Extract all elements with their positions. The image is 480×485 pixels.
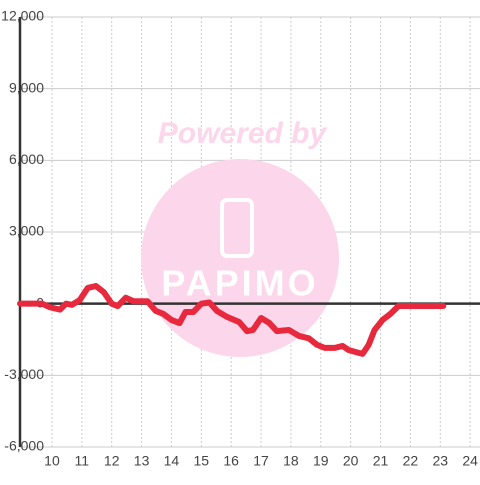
x-tick-label: 14 <box>164 453 180 469</box>
x-tick-label: 19 <box>313 453 329 469</box>
x-tick-label: 17 <box>253 453 269 469</box>
x-tick-label: 21 <box>373 453 389 469</box>
watermark-logo: PAPIMO <box>161 263 318 304</box>
x-tick-label: 10 <box>44 453 60 469</box>
x-tick-label: 23 <box>432 453 448 469</box>
y-tick-label: 12,000 <box>1 8 44 24</box>
x-tick-label: 12 <box>104 453 120 469</box>
x-tick-label: 22 <box>403 453 419 469</box>
watermark-text: Powered by <box>158 117 328 150</box>
x-tick-label: 18 <box>283 453 299 469</box>
x-tick-label: 13 <box>134 453 150 469</box>
x-tick-label: 15 <box>194 453 210 469</box>
x-tick-label: 11 <box>75 453 90 469</box>
y-tick-label: 6,000 <box>9 151 44 167</box>
x-tick-label: 20 <box>343 453 359 469</box>
data-line <box>17 282 447 357</box>
x-tick-label: 24 <box>462 453 478 469</box>
x-tick-label: 16 <box>223 453 239 469</box>
y-tick-label: -3,000 <box>4 366 44 382</box>
y-tick-label: 9,000 <box>9 79 44 95</box>
y-tick-label: 3,000 <box>9 223 44 239</box>
y-tick-label: -6,000 <box>4 438 44 454</box>
watermark-icon <box>220 198 254 258</box>
